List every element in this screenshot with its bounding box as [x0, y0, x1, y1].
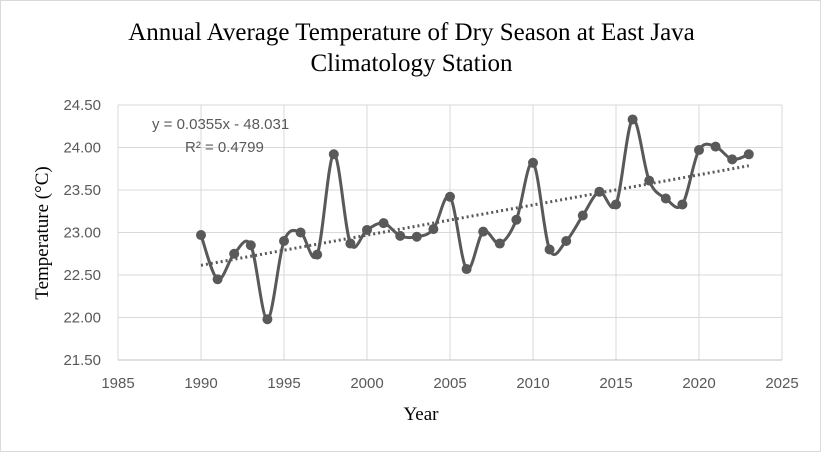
data-point — [229, 248, 240, 259]
trendline-r-squared: R² = 0.4799 — [185, 139, 264, 156]
data-point — [262, 314, 273, 325]
data-point — [378, 218, 389, 229]
data-point — [245, 240, 256, 251]
data-point — [345, 238, 356, 249]
data-point — [511, 214, 522, 225]
trendline-equation: y = 0.0355x - 48.031 — [152, 116, 289, 133]
y-tick-label: 23.00 — [63, 225, 101, 242]
chart-title: Annual Average Temperature of Dry Season… — [1, 17, 821, 79]
y-axis-title: Temperature (°C) — [32, 166, 53, 299]
chart-title-line-2: Climatology Station — [310, 50, 513, 77]
data-point — [528, 157, 538, 168]
x-tick-label: 1985 — [101, 375, 134, 392]
data-point — [279, 236, 289, 246]
x-axis-title: Year — [403, 404, 439, 425]
x-tick-label: 2015 — [599, 375, 632, 392]
data-point — [461, 264, 472, 275]
data-point — [660, 193, 671, 204]
series-line — [199, 117, 750, 321]
data-point — [710, 141, 721, 152]
data-point — [445, 191, 455, 202]
data-point — [694, 145, 704, 156]
data-point — [411, 231, 422, 242]
y-tick-label: 22.00 — [63, 310, 101, 327]
chart-title-line-1: Annual Average Temperature of Dry Season… — [128, 19, 695, 46]
x-tick-label: 2010 — [516, 375, 549, 392]
data-point — [627, 114, 638, 125]
y-tick-label: 21.50 — [63, 352, 101, 369]
data-point — [644, 175, 655, 186]
y-tick-label: 24.00 — [63, 140, 101, 157]
data-point — [577, 210, 588, 221]
x-tick-label: 2005 — [433, 375, 466, 392]
x-tick-label: 1990 — [184, 375, 217, 392]
x-tick-label: 1995 — [267, 375, 300, 392]
x-tick-label: 2020 — [682, 375, 715, 392]
data-point — [196, 230, 206, 241]
data-point — [478, 226, 489, 237]
data-point — [561, 236, 572, 246]
data-point — [312, 249, 323, 260]
y-tick-label: 22.50 — [63, 267, 101, 284]
series-group — [196, 114, 754, 325]
data-point — [428, 224, 439, 235]
y-tick-label: 23.50 — [63, 182, 101, 199]
tick-labels: 1985 1990 1995 2000 2005 2010 2015 2020 2025 21.5… — [63, 97, 798, 392]
data-point — [727, 154, 738, 165]
data-point — [677, 199, 688, 210]
data-point — [328, 149, 339, 160]
y-tick-label: 24.50 — [63, 97, 101, 114]
data-point — [362, 224, 372, 235]
x-tick-label: 2025 — [765, 375, 798, 392]
gridlines — [117, 104, 783, 361]
data-point — [395, 230, 406, 241]
data-point — [544, 244, 555, 255]
data-point — [494, 238, 505, 249]
data-point — [743, 149, 754, 160]
data-point — [594, 186, 605, 197]
data-point — [611, 199, 621, 210]
x-tick-label: 2000 — [350, 375, 383, 392]
data-point — [295, 227, 306, 238]
data-point — [212, 274, 223, 285]
